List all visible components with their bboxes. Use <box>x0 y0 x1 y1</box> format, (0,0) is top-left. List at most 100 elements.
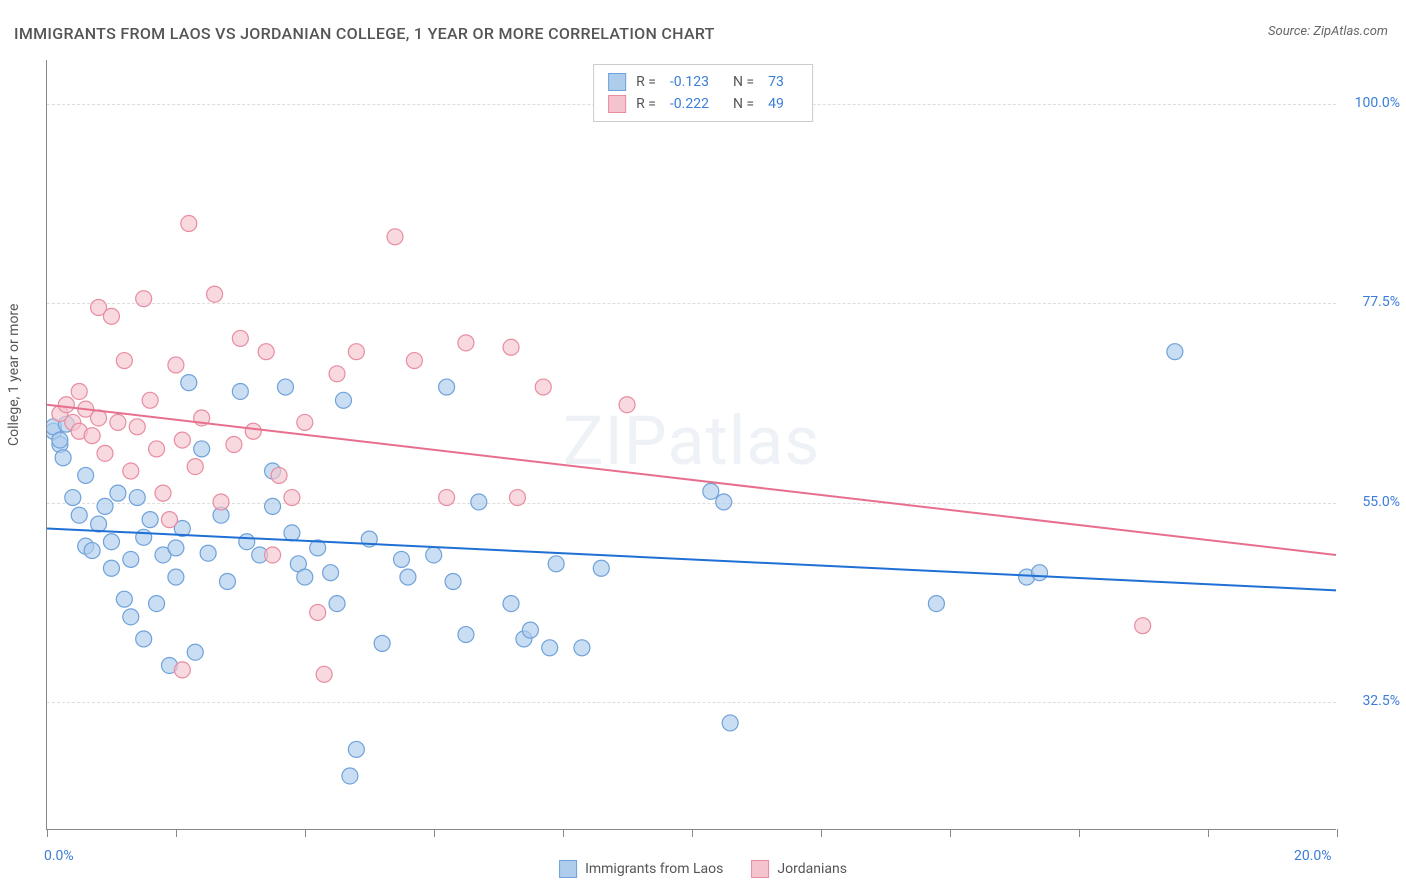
data-point <box>348 741 364 757</box>
data-point <box>194 441 210 457</box>
source-attribution: Source: ZipAtlas.com <box>1268 24 1388 39</box>
data-point <box>316 666 332 682</box>
data-point <box>219 574 235 590</box>
data-point <box>187 459 203 475</box>
x-tick-label: 20.0% <box>1294 848 1332 864</box>
data-point <box>297 569 313 585</box>
data-point <box>406 353 422 369</box>
data-point <box>265 547 281 563</box>
data-point <box>503 596 519 612</box>
data-point <box>548 556 564 572</box>
data-point <box>123 551 139 567</box>
legend-r-value: -0.123 <box>670 74 709 90</box>
legend-correlation-row: R =-0.123N =73 <box>608 71 798 93</box>
data-point <box>136 291 152 307</box>
chart-container: IMMIGRANTS FROM LAOS VS JORDANIAN COLLEG… <box>0 0 1406 892</box>
data-point <box>168 540 184 556</box>
data-point <box>174 432 190 448</box>
data-point <box>103 308 119 324</box>
y-tick-label: 77.5% <box>1340 294 1400 310</box>
data-point <box>213 494 229 510</box>
data-point <box>149 596 165 612</box>
data-point <box>574 640 590 656</box>
data-point <box>129 490 145 506</box>
y-tick-label: 32.5% <box>1340 693 1400 709</box>
data-point <box>471 494 487 510</box>
chart-title: IMMIGRANTS FROM LAOS VS JORDANIAN COLLEG… <box>14 24 715 43</box>
data-point <box>393 551 409 567</box>
data-point <box>71 507 87 523</box>
data-point <box>1032 565 1048 581</box>
data-point <box>142 512 158 528</box>
legend-item: Jordanians <box>751 860 847 878</box>
data-point <box>348 344 364 360</box>
legend-label: Immigrants from Laos <box>585 861 723 877</box>
legend-n-label: N = <box>733 74 754 90</box>
data-point <box>265 498 281 514</box>
legend-label: Jordanians <box>777 861 847 877</box>
data-point <box>1167 344 1183 360</box>
x-tick-label: 0.0% <box>44 848 74 864</box>
x-tick <box>305 829 306 837</box>
data-point <box>91 516 107 532</box>
data-point <box>136 529 152 545</box>
data-point <box>439 379 455 395</box>
data-point <box>458 627 474 643</box>
data-point <box>542 640 558 656</box>
data-point <box>78 467 94 483</box>
data-point <box>335 392 351 408</box>
data-point <box>239 534 255 550</box>
x-tick <box>176 829 177 837</box>
data-point <box>97 498 113 514</box>
data-point <box>310 604 326 620</box>
data-point <box>116 353 132 369</box>
legend-n-value: 73 <box>768 74 784 90</box>
data-point <box>593 560 609 576</box>
data-point <box>323 565 339 581</box>
legend-correlation: R = -0.123 N = 73 R = -0.222 N = 49 <box>593 64 813 122</box>
data-point <box>84 543 100 559</box>
legend-r-label: R = <box>636 96 656 112</box>
data-point <box>535 379 551 395</box>
data-point <box>245 423 261 439</box>
data-point <box>703 483 719 499</box>
legend-series: Immigrants from Laos Jordanians <box>559 860 847 878</box>
data-point <box>168 357 184 373</box>
data-point <box>71 383 87 399</box>
data-point <box>103 534 119 550</box>
data-point <box>65 490 81 506</box>
y-tick-label: 55.0% <box>1340 494 1400 510</box>
legend-swatch <box>608 73 626 91</box>
data-point <box>400 569 416 585</box>
data-point <box>168 569 184 585</box>
data-point <box>277 379 293 395</box>
legend-item: Immigrants from Laos <box>559 860 723 878</box>
data-point <box>387 229 403 245</box>
x-tick <box>821 829 822 837</box>
data-point <box>123 609 139 625</box>
data-point <box>155 485 171 501</box>
legend-swatch <box>559 860 577 878</box>
data-point <box>258 344 274 360</box>
x-tick <box>692 829 693 837</box>
data-point <box>329 596 345 612</box>
data-point <box>103 560 119 576</box>
data-point <box>503 339 519 355</box>
data-point <box>426 547 442 563</box>
data-point <box>522 622 538 638</box>
legend-n-value: 49 <box>768 96 784 112</box>
x-tick <box>1079 829 1080 837</box>
data-point <box>207 286 223 302</box>
data-point <box>58 397 74 413</box>
data-point <box>110 485 126 501</box>
trend-line <box>47 528 1336 590</box>
data-point <box>716 494 732 510</box>
legend-correlation-row: R = -0.222 N = 49 <box>608 93 798 115</box>
legend-n-label: N = <box>733 96 754 112</box>
data-point <box>129 419 145 435</box>
data-point <box>149 441 165 457</box>
data-point <box>200 545 216 561</box>
data-point <box>232 383 248 399</box>
data-point <box>181 375 197 391</box>
legend-r-value: -0.222 <box>670 96 709 112</box>
